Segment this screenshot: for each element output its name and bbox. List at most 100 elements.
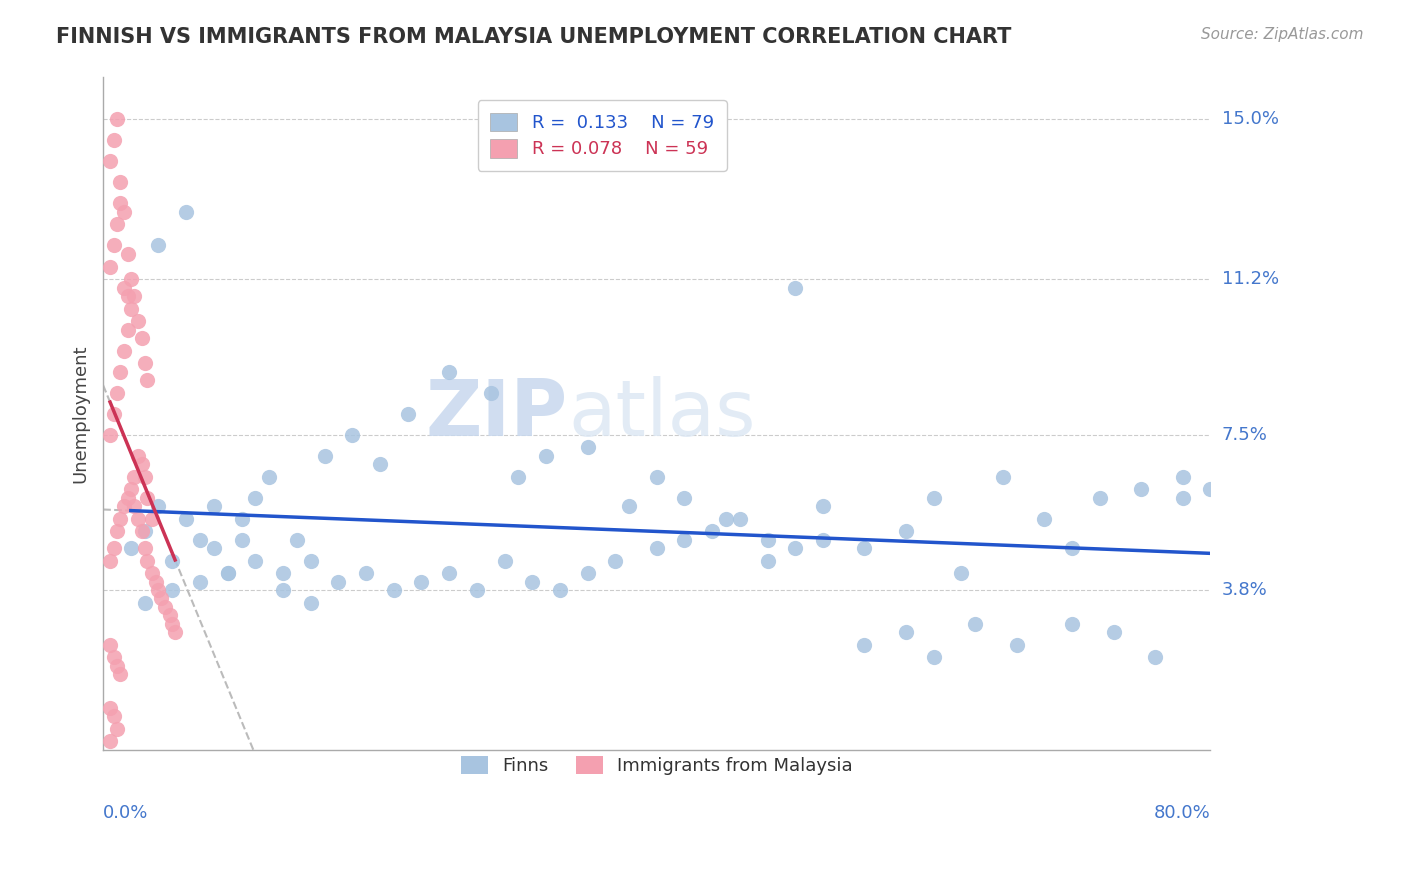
Point xyxy=(217,566,239,581)
Point xyxy=(328,574,350,589)
Point xyxy=(673,491,696,505)
Point xyxy=(188,533,211,547)
Point xyxy=(108,365,131,379)
Point xyxy=(98,553,121,567)
Point xyxy=(148,582,170,597)
Text: 80.0%: 80.0% xyxy=(1154,805,1211,822)
Point xyxy=(756,553,779,567)
Point xyxy=(1005,638,1028,652)
Point xyxy=(1144,650,1167,665)
Point xyxy=(103,650,125,665)
Point xyxy=(188,574,211,589)
Point xyxy=(508,469,530,483)
Point xyxy=(120,541,142,555)
Point xyxy=(382,582,405,597)
Point xyxy=(134,469,156,483)
Point xyxy=(314,449,336,463)
Point xyxy=(117,491,139,505)
Text: 11.2%: 11.2% xyxy=(1222,270,1278,288)
Point xyxy=(645,469,668,483)
Point xyxy=(122,469,145,483)
Point xyxy=(245,553,267,567)
Point xyxy=(141,511,163,525)
Point xyxy=(105,722,128,736)
Point xyxy=(479,385,502,400)
Point xyxy=(122,499,145,513)
Point xyxy=(605,553,627,567)
Point xyxy=(131,457,153,471)
Point xyxy=(645,541,668,555)
Point xyxy=(112,205,135,219)
Point xyxy=(148,238,170,252)
Point xyxy=(103,133,125,147)
Point xyxy=(165,625,187,640)
Point xyxy=(271,566,294,581)
Text: FINNISH VS IMMIGRANTS FROM MALAYSIA UNEMPLOYMENT CORRELATION CHART: FINNISH VS IMMIGRANTS FROM MALAYSIA UNEM… xyxy=(56,27,1011,46)
Point xyxy=(465,582,488,597)
Point xyxy=(1062,541,1084,555)
Point xyxy=(105,524,128,539)
Point xyxy=(108,196,131,211)
Point xyxy=(103,541,125,555)
Point xyxy=(811,499,834,513)
Point xyxy=(231,533,253,547)
Point xyxy=(108,176,131,190)
Point xyxy=(134,596,156,610)
Point xyxy=(576,566,599,581)
Point xyxy=(1130,482,1153,496)
Text: 15.0%: 15.0% xyxy=(1222,111,1278,128)
Point xyxy=(103,407,125,421)
Point xyxy=(811,533,834,547)
Point xyxy=(136,553,159,567)
Point xyxy=(134,541,156,555)
Point xyxy=(108,667,131,681)
Point xyxy=(202,541,225,555)
Point xyxy=(105,218,128,232)
Point xyxy=(98,734,121,748)
Point xyxy=(155,599,177,614)
Point xyxy=(702,524,724,539)
Text: ZIP: ZIP xyxy=(426,376,568,451)
Point xyxy=(174,511,197,525)
Text: atlas: atlas xyxy=(568,376,755,451)
Point xyxy=(98,700,121,714)
Point xyxy=(1171,469,1194,483)
Point xyxy=(1062,616,1084,631)
Point xyxy=(117,322,139,336)
Point xyxy=(136,491,159,505)
Point xyxy=(103,709,125,723)
Point xyxy=(108,511,131,525)
Point xyxy=(756,533,779,547)
Point xyxy=(437,365,460,379)
Point xyxy=(354,566,377,581)
Point xyxy=(202,499,225,513)
Point xyxy=(141,566,163,581)
Point xyxy=(965,616,987,631)
Point xyxy=(1102,625,1125,640)
Point xyxy=(120,301,142,316)
Point xyxy=(136,373,159,387)
Point xyxy=(1171,491,1194,505)
Point xyxy=(112,499,135,513)
Text: 7.5%: 7.5% xyxy=(1222,425,1267,443)
Point xyxy=(368,457,391,471)
Point xyxy=(437,566,460,581)
Point xyxy=(150,591,173,606)
Point xyxy=(159,608,181,623)
Point xyxy=(245,491,267,505)
Point xyxy=(117,247,139,261)
Point xyxy=(950,566,973,581)
Text: 0.0%: 0.0% xyxy=(103,805,149,822)
Text: Source: ZipAtlas.com: Source: ZipAtlas.com xyxy=(1201,27,1364,42)
Point xyxy=(105,385,128,400)
Point xyxy=(127,511,149,525)
Point xyxy=(98,154,121,169)
Point xyxy=(785,280,807,294)
Point xyxy=(1033,511,1056,525)
Point xyxy=(853,541,876,555)
Point xyxy=(522,574,544,589)
Point xyxy=(894,524,917,539)
Point xyxy=(120,272,142,286)
Point xyxy=(131,331,153,345)
Point xyxy=(534,449,557,463)
